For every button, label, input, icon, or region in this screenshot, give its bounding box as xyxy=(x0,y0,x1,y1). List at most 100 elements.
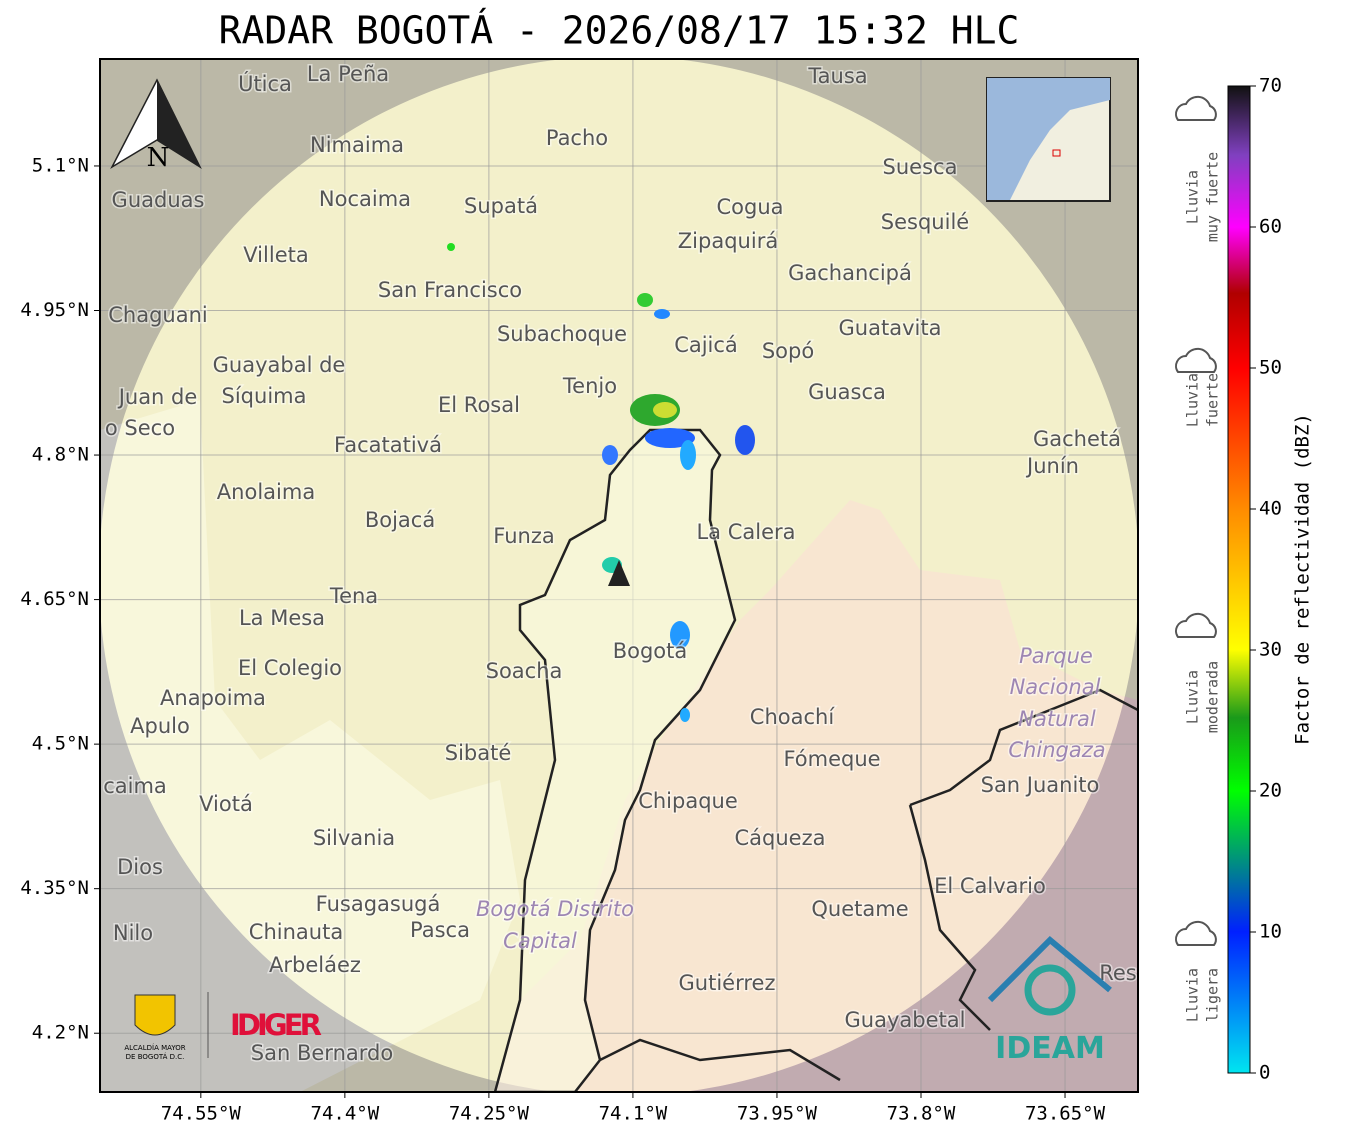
place-label: La Peña xyxy=(307,62,389,86)
place-label: Nimaima xyxy=(310,133,404,157)
colorbar-tick-label: 50 xyxy=(1259,357,1282,379)
echo xyxy=(670,621,690,649)
place-label: San Francisco xyxy=(378,278,522,302)
place-label: Fusagasugá xyxy=(316,892,441,916)
y-tick-label: 5.1°N xyxy=(32,154,89,176)
radar-echoes xyxy=(447,243,755,722)
north-label: N xyxy=(147,143,170,173)
place-label: El Rosal xyxy=(438,393,520,417)
place-label: Nacional xyxy=(1010,675,1101,699)
place-label: Nilo xyxy=(113,921,153,945)
echo xyxy=(637,293,653,307)
legend-label: Lluvia xyxy=(1184,170,1202,224)
place-label: Bogotá Distrito xyxy=(476,897,634,921)
place-label: Bojacá xyxy=(365,508,435,532)
place-label: San Bernardo xyxy=(251,1041,393,1065)
place-label: Arbeláez xyxy=(269,953,361,977)
place-label: Junín xyxy=(1025,454,1079,478)
alcaldia-line: ALCALDÍA MAYOR xyxy=(124,1043,185,1052)
place-label: Anolaima xyxy=(217,480,315,504)
north-arrow-dark xyxy=(157,80,200,167)
place-label: Tena xyxy=(329,584,378,608)
place-label: caima xyxy=(103,774,167,798)
echo xyxy=(680,708,690,722)
y-tick-label: 4.95°N xyxy=(20,299,89,321)
x-tick-label: 74.1°W xyxy=(599,1103,668,1125)
place-label: Bogotá xyxy=(613,639,688,663)
x-tick-label: 74.4°W xyxy=(311,1103,380,1125)
inset-marker xyxy=(1052,149,1061,157)
place-label: La Calera xyxy=(696,520,795,544)
place-label: Útica xyxy=(238,71,292,96)
legend-label: Lluvia xyxy=(1184,373,1202,427)
place-label: Capital xyxy=(503,929,577,953)
y-tick-label: 4.5°N xyxy=(32,733,89,755)
echo xyxy=(680,440,696,470)
echo xyxy=(645,428,695,448)
admin-boundary xyxy=(599,688,1138,1082)
y-tick-label: 4.8°N xyxy=(32,444,89,466)
colorbar-tick-label: 10 xyxy=(1259,921,1282,943)
place-label: Quetame xyxy=(811,897,908,921)
place-label: Supatá xyxy=(464,194,538,218)
inset-sea xyxy=(987,78,1110,200)
echo xyxy=(654,309,670,319)
place-label: Cogua xyxy=(716,195,783,219)
weather-icon xyxy=(1175,612,1217,638)
echo xyxy=(602,445,618,465)
y-tick-label: 4.2°N xyxy=(32,1022,89,1044)
place-label: El Calvario xyxy=(934,874,1046,898)
place-label: Guaduas xyxy=(112,188,205,212)
echo xyxy=(447,243,455,251)
echo xyxy=(735,425,755,455)
map-frame xyxy=(99,58,1139,1093)
radar-site xyxy=(608,560,630,586)
place-label: Parque xyxy=(1019,644,1093,668)
place-label: Guatavita xyxy=(839,316,942,340)
place-label: Chingaza xyxy=(1008,738,1105,762)
place-label: Tausa xyxy=(807,64,867,88)
y-tick-label: 4.65°N xyxy=(20,588,89,610)
place-label: Facatativá xyxy=(334,433,442,457)
place-label: Chinauta xyxy=(249,920,343,944)
place-label: Silvania xyxy=(313,826,395,850)
place-label: o Seco xyxy=(105,416,175,440)
legend-label: muy fuerte xyxy=(1204,152,1222,242)
place-label: Fómeque xyxy=(783,747,880,771)
x-tick-label: 73.65°W xyxy=(1025,1103,1106,1125)
ideam-roof xyxy=(987,935,1112,1003)
place-label: Viotá xyxy=(199,792,253,816)
x-tick-label: 74.55°W xyxy=(161,1103,242,1125)
ideam-logo: IDEAM xyxy=(995,1031,1105,1066)
place-label: Pasca xyxy=(410,918,470,942)
place-label: Res xyxy=(1099,961,1137,985)
weather-icon xyxy=(1175,95,1217,121)
place-label: Suesca xyxy=(883,155,958,179)
place-label: Gachancipá xyxy=(788,261,912,285)
place-label: Cáqueza xyxy=(735,826,826,850)
place-label: San Juanito xyxy=(981,773,1100,797)
place-label: Gutiérrez xyxy=(679,971,776,995)
colorbar-tick-label: 70 xyxy=(1259,75,1282,97)
colorbar-tick-label: 40 xyxy=(1259,498,1282,520)
place-label: Natural xyxy=(1018,707,1096,731)
legend-label: fuerte xyxy=(1204,373,1222,427)
place-label: Sopó xyxy=(762,339,814,363)
colorbar-tick-label: 60 xyxy=(1259,216,1282,238)
place-label: Choachí xyxy=(750,705,836,729)
place-label: Chipaque xyxy=(638,789,738,813)
place-label: Guayabetal xyxy=(845,1008,966,1032)
legend-label: ligera xyxy=(1204,968,1222,1022)
place-label: La Mesa xyxy=(239,606,325,630)
place-label: Apulo xyxy=(130,714,190,738)
map-area: La Peña Útica Tausa Pacho Nimaima Suesca Guadu… xyxy=(100,59,1138,1092)
place-label: Zipaquirá xyxy=(678,229,778,253)
place-label: Funza xyxy=(493,524,554,548)
place-label: Guasca xyxy=(808,380,886,404)
place-label: Nocaima xyxy=(319,187,411,211)
bogota-shield xyxy=(134,994,176,1036)
place-label: Anapoima xyxy=(160,686,266,710)
x-tick-label: 73.95°W xyxy=(737,1103,818,1125)
bogota-boundary xyxy=(493,428,737,1092)
place-label: El Colegio xyxy=(238,656,342,680)
